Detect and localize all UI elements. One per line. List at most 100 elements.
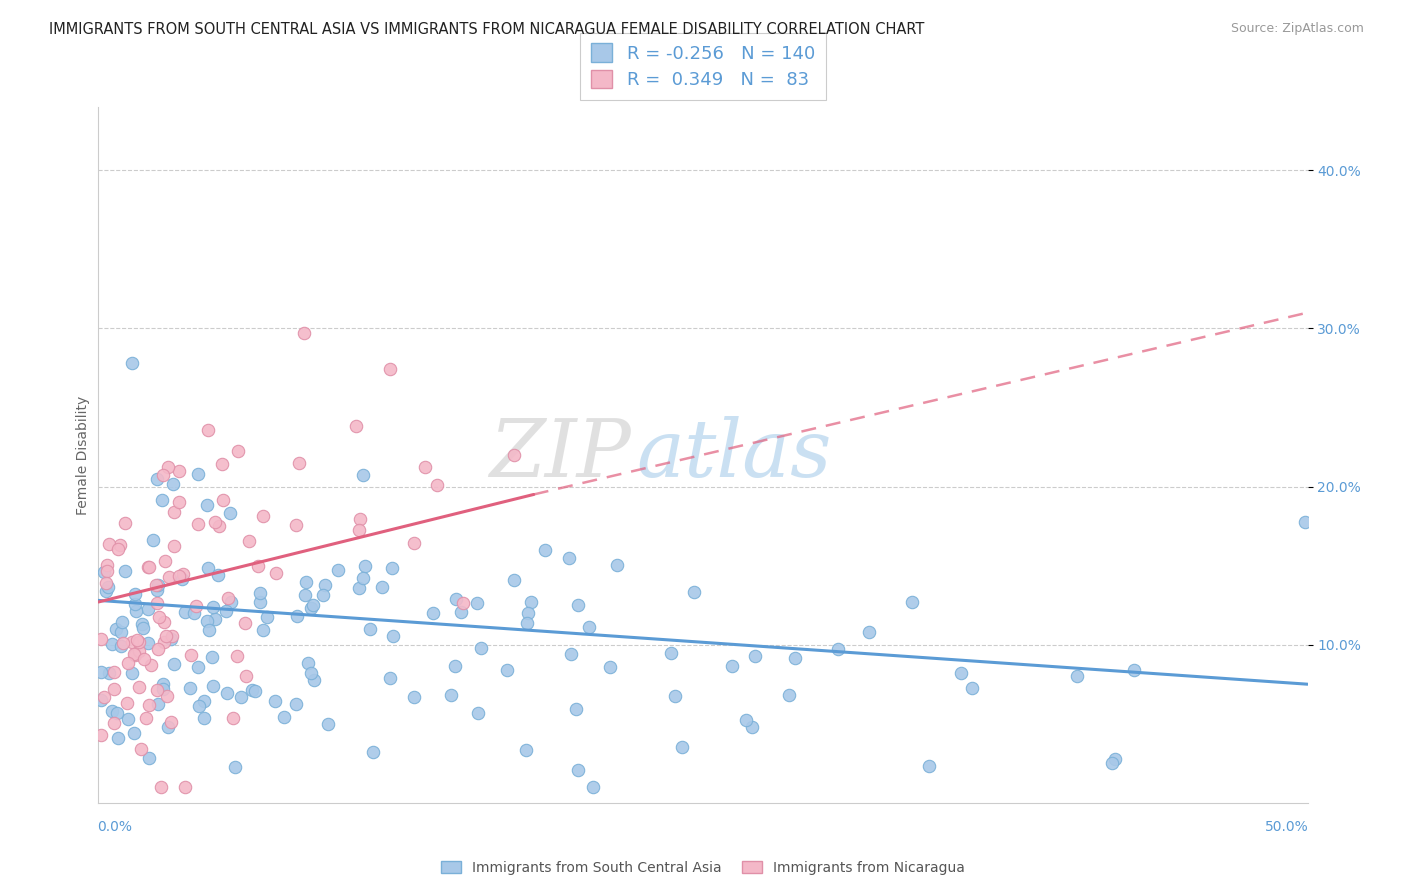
Point	[145, 682, 167, 697]
Point	[94, 584, 117, 599]
Point	[172, 566, 194, 581]
Point	[198, 624, 221, 638]
Point	[515, 615, 537, 630]
Point	[304, 673, 326, 687]
Point	[179, 681, 201, 696]
Point	[297, 656, 319, 670]
Point	[174, 780, 197, 794]
Point	[352, 571, 374, 585]
Point	[197, 561, 219, 575]
Point	[131, 621, 153, 635]
Point	[1101, 756, 1123, 770]
Point	[918, 759, 941, 773]
Point	[186, 599, 208, 614]
Point	[444, 591, 467, 606]
Point	[352, 467, 374, 482]
Point	[121, 635, 143, 649]
Point	[187, 517, 209, 532]
Point	[136, 601, 159, 615]
Point	[496, 664, 519, 678]
Point	[167, 569, 190, 583]
Point	[682, 585, 704, 599]
Point	[450, 605, 472, 619]
Point	[167, 494, 190, 508]
Point	[93, 565, 115, 579]
Point	[381, 561, 404, 575]
Point	[249, 586, 271, 600]
Point	[347, 581, 370, 595]
Point	[249, 595, 271, 609]
Point	[413, 460, 436, 475]
Point	[599, 659, 621, 673]
Text: atlas: atlas	[637, 417, 832, 493]
Point	[163, 657, 186, 672]
Point	[256, 610, 278, 624]
Point	[103, 681, 125, 696]
Point	[104, 623, 127, 637]
Point	[567, 763, 589, 777]
Point	[204, 515, 226, 529]
Point	[90, 728, 112, 742]
Point	[285, 697, 308, 711]
Point	[222, 711, 245, 725]
Point	[312, 588, 335, 602]
Point	[211, 457, 233, 471]
Point	[97, 666, 120, 681]
Point	[659, 646, 682, 660]
Point	[238, 534, 260, 549]
Point	[744, 649, 766, 664]
Point	[264, 566, 287, 580]
Point	[218, 507, 240, 521]
Text: 0.0%: 0.0%	[97, 821, 132, 834]
Point	[734, 713, 756, 727]
Point	[139, 658, 162, 673]
Point	[152, 682, 174, 697]
Point	[156, 689, 179, 703]
Point	[96, 564, 118, 578]
Point	[183, 607, 205, 621]
Point	[292, 326, 315, 340]
Point	[121, 356, 143, 370]
Point	[121, 666, 143, 681]
Legend: Immigrants from South Central Asia, Immigrants from Nicaragua: Immigrants from South Central Asia, Immi…	[436, 855, 970, 880]
Point	[560, 647, 582, 661]
Point	[150, 780, 173, 794]
Point	[152, 467, 174, 482]
Point	[219, 595, 242, 609]
Point	[246, 559, 269, 574]
Point	[582, 780, 605, 794]
Point	[159, 714, 181, 729]
Point	[97, 580, 120, 594]
Point	[273, 710, 295, 724]
Point	[152, 677, 174, 691]
Point	[378, 362, 401, 376]
Point	[174, 605, 197, 619]
Point	[145, 596, 167, 610]
Point	[299, 666, 322, 681]
Point	[208, 518, 231, 533]
Point	[349, 523, 371, 537]
Point	[226, 444, 249, 458]
Point	[225, 649, 247, 664]
Point	[107, 706, 129, 720]
Point	[122, 647, 145, 661]
Point	[664, 690, 686, 704]
Point	[515, 743, 537, 757]
Legend: R = -0.256   N = 140, R =  0.349   N =  83: R = -0.256 N = 140, R = 0.349 N = 83	[581, 33, 825, 100]
Point	[150, 492, 173, 507]
Point	[201, 600, 224, 615]
Point	[103, 665, 125, 680]
Point	[128, 644, 150, 658]
Point	[180, 648, 202, 662]
Point	[124, 648, 146, 662]
Point	[129, 742, 152, 756]
Point	[146, 578, 169, 592]
Point	[567, 599, 589, 613]
Point	[128, 634, 150, 648]
Point	[901, 595, 924, 609]
Point	[204, 612, 226, 626]
Point	[101, 705, 124, 719]
Point	[110, 625, 132, 640]
Point	[127, 633, 149, 648]
Point	[193, 694, 215, 708]
